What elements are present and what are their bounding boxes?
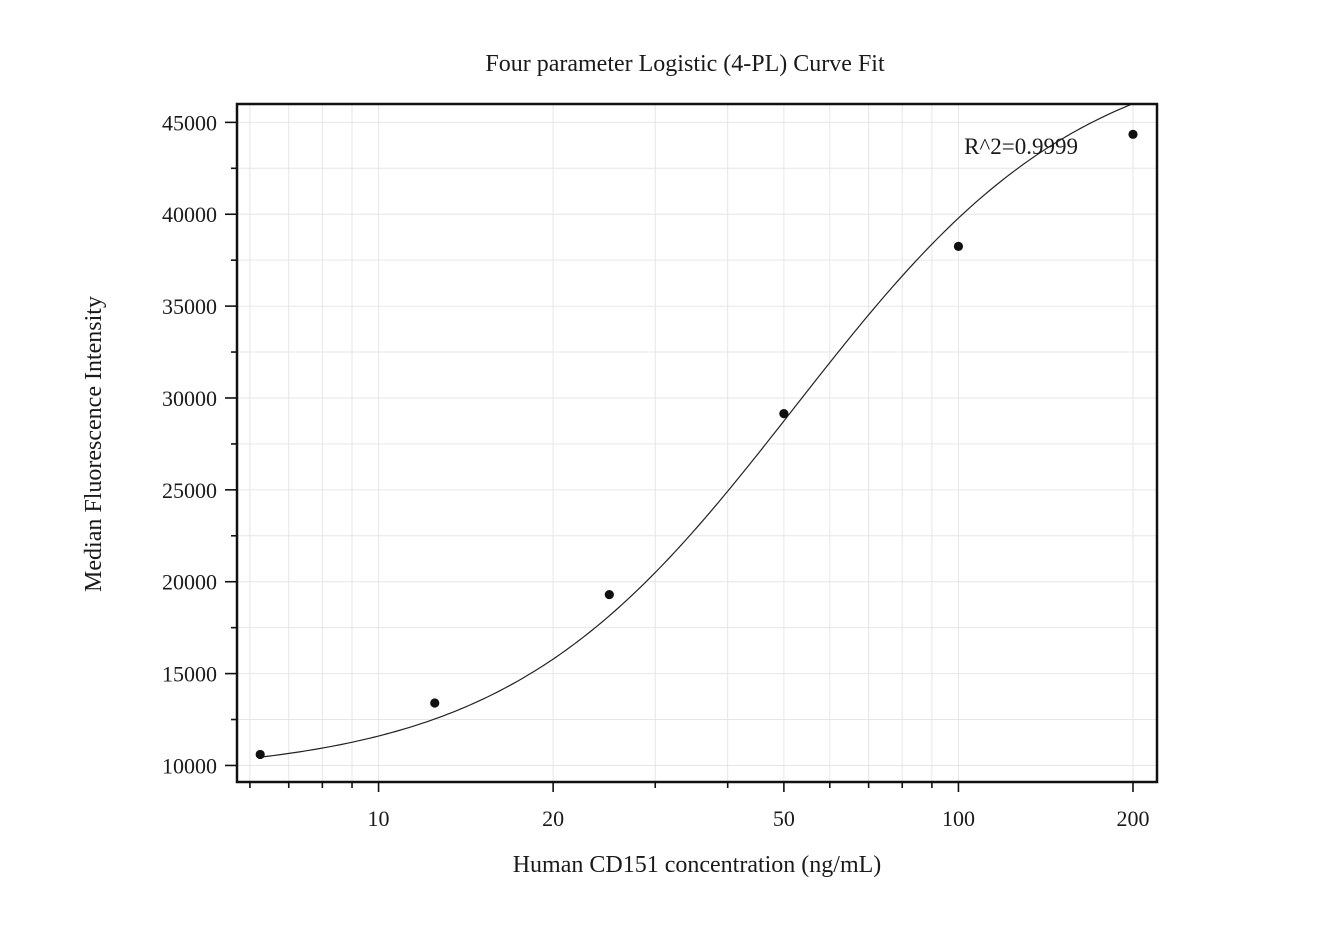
y-axis: 10000 15000 20000 25000 30000 35000 40000 45000: [162, 110, 237, 778]
y-tick-label: 15000: [162, 662, 217, 687]
y-tick-label: 40000: [162, 202, 217, 227]
data-point: [1128, 129, 1138, 139]
y-axis-label: Median Fluorescence Intensity: [81, 296, 107, 592]
data-point: [430, 698, 440, 708]
y-tick-label: 30000: [162, 386, 217, 411]
plot-frame: [235, 102, 1159, 784]
x-tick-label: 200: [1116, 806, 1149, 831]
grid: [237, 104, 1157, 782]
data-point: [779, 409, 789, 419]
data-point: [255, 749, 265, 760]
x-tick-label: 100: [942, 806, 975, 831]
x-tick-label: 50: [773, 806, 795, 831]
y-tick-label: 20000: [162, 570, 217, 595]
data-point: [953, 241, 964, 251]
x-axis-label: Human CD151 concentration (ng/mL): [513, 852, 882, 878]
r-squared-annotation: R^2=0.9999: [964, 134, 1078, 159]
chart-title: Four parameter Logistic (4-PL) Curve Fit: [485, 51, 885, 77]
y-tick-label: 10000: [162, 753, 217, 778]
fit-curve: [260, 103, 1134, 758]
x-axis: 10 20 50 100 200: [249, 782, 1149, 831]
y-tick-label: 25000: [162, 478, 217, 503]
y-tick-label: 45000: [162, 110, 217, 135]
y-tick-label: 35000: [162, 294, 217, 319]
data-points: [255, 129, 1138, 760]
x-tick-label: 20: [542, 806, 564, 831]
x-tick-label: 10: [368, 806, 390, 831]
data-point: [604, 589, 614, 600]
